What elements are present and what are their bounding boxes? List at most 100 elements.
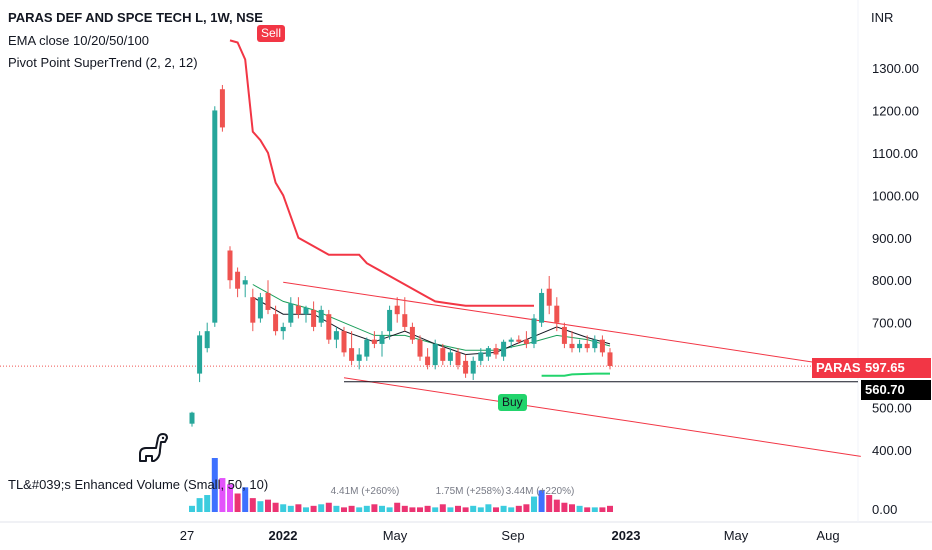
- candle-body: [349, 348, 355, 361]
- volume-bar: [371, 504, 378, 512]
- candle-body: [440, 348, 446, 361]
- volume-bar: [265, 499, 271, 512]
- y-tick-label: 500.00: [872, 401, 912, 416]
- candle-body: [212, 110, 218, 323]
- candle-body: [356, 354, 362, 361]
- volume-bar: [569, 504, 575, 512]
- candle-body: [333, 331, 339, 340]
- volume-bar: [257, 501, 264, 512]
- volume-bar: [189, 505, 195, 512]
- candle-body: [539, 292, 545, 323]
- volume-bar: [485, 504, 492, 512]
- candle-body: [219, 89, 225, 128]
- volume-bar: [493, 507, 499, 512]
- candle-body: [189, 412, 195, 424]
- candle-body: [569, 343, 575, 349]
- candle-body: [280, 326, 286, 332]
- candle-body: [463, 360, 469, 374]
- volume-bar: [470, 505, 477, 512]
- volume-bar: [211, 458, 218, 512]
- volume-bar: [386, 507, 393, 512]
- volume-bar: [363, 505, 370, 512]
- ticker-tag: PARAS: [812, 358, 865, 378]
- candle-body: [584, 343, 590, 349]
- supertrend-up-line: [541, 372, 610, 377]
- volume-bar: [295, 504, 302, 512]
- candle-body: [197, 335, 203, 374]
- volume-bar: [553, 499, 560, 512]
- volume-bar: [310, 505, 317, 512]
- candle-body: [425, 356, 431, 366]
- x-tick-label: 2023: [612, 528, 641, 543]
- candle-body: [409, 326, 415, 340]
- volume-annotation: 4.41M (+260%): [331, 486, 400, 497]
- x-tick-label: 2022: [269, 528, 298, 543]
- volume-bar: [219, 478, 226, 512]
- volume-bar: [599, 507, 606, 512]
- x-tick-label: Sep: [501, 528, 524, 543]
- symbol-title: PARAS DEF AND SPCE TECH L, 1W, NSE: [8, 10, 263, 25]
- candle-body: [250, 297, 256, 323]
- volume-bar: [508, 507, 515, 512]
- candle-body: [288, 303, 294, 323]
- volume-bar: [424, 505, 431, 512]
- supertrend-legend: Pivot Point SuperTrend (2, 2, 12): [8, 55, 198, 70]
- candle-body: [273, 314, 279, 332]
- candle-body: [561, 326, 567, 344]
- supertrend-down-line: [229, 39, 534, 307]
- tradingview-logo-icon: [139, 433, 168, 462]
- candle-body: [523, 339, 529, 344]
- volume-bar: [591, 507, 598, 512]
- candle-body: [546, 288, 552, 306]
- volume-bar: [303, 507, 309, 512]
- candle-body: [607, 352, 613, 366]
- volume-bar: [531, 496, 537, 512]
- candle-body: [303, 307, 309, 315]
- candle-body: [326, 314, 332, 340]
- candle-body: [235, 271, 241, 289]
- y-tick-label: 900.00: [872, 231, 912, 246]
- last-price-tag: 597.65: [861, 358, 931, 378]
- candle-body: [295, 305, 301, 315]
- volume-bar: [379, 505, 385, 512]
- candle-body: [508, 339, 514, 342]
- candle-body: [470, 360, 476, 374]
- volume-bar: [447, 507, 454, 512]
- channel-lower-line: [343, 377, 861, 457]
- volume-annotation: 3.44M (+220%): [506, 486, 575, 497]
- volume-bar: [417, 507, 423, 512]
- candle-body: [485, 348, 491, 357]
- volume-bar: [523, 504, 530, 512]
- candle-body: [379, 335, 385, 344]
- candle-body: [599, 339, 605, 353]
- volume-bar: [500, 505, 507, 512]
- y-tick-label: 1000.00: [872, 188, 919, 203]
- candle-body: [554, 305, 560, 323]
- candle-body: [478, 352, 484, 361]
- volume-annotation: 1.75M (+258%): [436, 486, 505, 497]
- volume-bar: [341, 507, 347, 512]
- volume-bar: [439, 504, 446, 512]
- candle-body: [417, 339, 423, 357]
- candle-body: [318, 309, 324, 323]
- candle-body: [364, 339, 370, 357]
- y-tick-label: 400.00: [872, 443, 912, 458]
- volume-bar: [409, 507, 416, 512]
- volume-bar: [272, 502, 279, 512]
- volume-bar: [432, 507, 439, 512]
- volume-bar: [227, 484, 233, 512]
- volume-bar: [515, 505, 522, 512]
- candle-body: [501, 341, 507, 357]
- volume-bar: [287, 505, 294, 512]
- sell-signal: Sell: [257, 25, 286, 42]
- candle-body: [387, 309, 393, 332]
- volume-bar: [280, 504, 287, 512]
- candle-body: [265, 292, 271, 310]
- volume-bar: [462, 507, 469, 512]
- candle-body: [311, 309, 317, 327]
- volume-tick-label: 0.00: [872, 502, 897, 517]
- volume-legend: TL&#039;s Enhanced Volume (Small, 50, 10…: [8, 477, 269, 492]
- volume-bar: [249, 498, 256, 512]
- volume-bar: [607, 505, 613, 512]
